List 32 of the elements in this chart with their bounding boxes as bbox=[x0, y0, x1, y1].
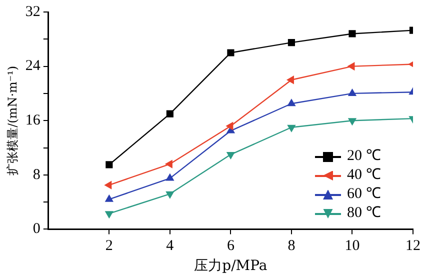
point bbox=[226, 122, 234, 130]
x-axis-title: 压力p/MPa bbox=[194, 258, 268, 274]
point bbox=[104, 180, 112, 190]
y-tick-label: 16 bbox=[25, 112, 41, 129]
point bbox=[227, 49, 234, 56]
point bbox=[286, 76, 294, 84]
y-tick-label: 32 bbox=[25, 4, 40, 20]
point bbox=[347, 62, 355, 71]
y-axis-title: 扩张模量/(mN·m⁻¹) bbox=[5, 66, 20, 176]
point bbox=[226, 152, 236, 160]
point bbox=[287, 124, 296, 132]
legend-label: 60 ℃ bbox=[347, 185, 381, 204]
x-tick-label: 2 bbox=[105, 238, 113, 254]
point bbox=[106, 161, 113, 168]
point bbox=[166, 110, 174, 118]
legend-label: 80 ℃ bbox=[347, 204, 381, 223]
point bbox=[166, 191, 174, 199]
x-tick-label: 4 bbox=[166, 238, 174, 254]
legend-label: 20 ℃ bbox=[347, 147, 381, 166]
y-tick-label: 0 bbox=[32, 221, 40, 238]
x-tick-label: 8 bbox=[288, 238, 296, 254]
point bbox=[348, 118, 357, 126]
y-tick-label: 8 bbox=[32, 166, 40, 183]
point bbox=[164, 160, 172, 168]
y-tick-label: 24 bbox=[25, 58, 41, 74]
x-tick-label: 6 bbox=[226, 238, 235, 254]
point bbox=[348, 30, 356, 38]
legend-label: 40 ℃ bbox=[347, 166, 381, 185]
x-tick-label: 12 bbox=[406, 238, 420, 254]
x-tick-label: 10 bbox=[344, 238, 360, 254]
point bbox=[288, 39, 295, 46]
point bbox=[104, 211, 114, 219]
